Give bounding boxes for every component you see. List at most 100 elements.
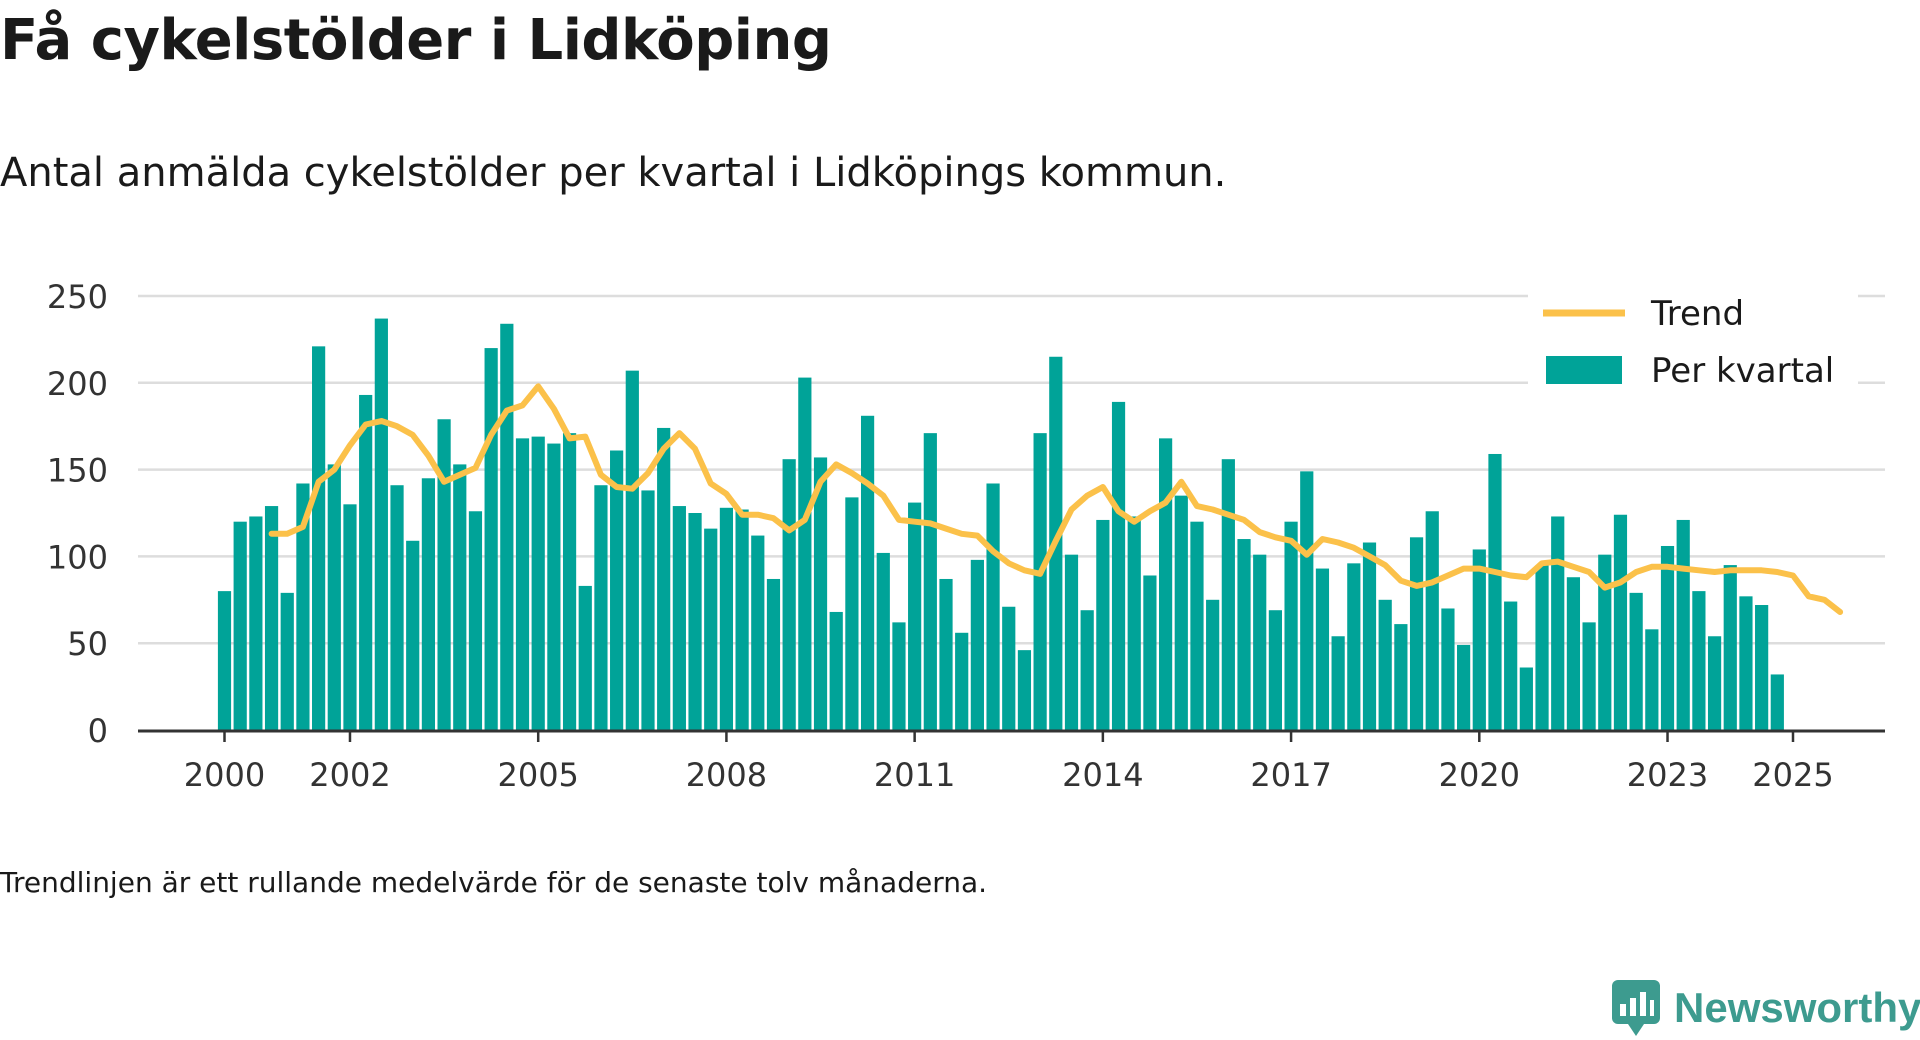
chart-subtitle: Antal anmälda cykelstölder per kvartal i… [0, 150, 1227, 196]
bar-series [217, 318, 1784, 730]
bar [343, 504, 357, 730]
bar [1441, 608, 1455, 730]
bar [1707, 636, 1722, 730]
bar [1347, 563, 1361, 730]
bar [1253, 554, 1267, 730]
bar [1582, 622, 1596, 730]
y-tick-label: 0 [88, 712, 108, 750]
bar [1457, 644, 1471, 730]
bar [1472, 549, 1486, 730]
x-tick-label: 2025 [1752, 756, 1833, 794]
bar [562, 433, 577, 730]
bar [1598, 554, 1612, 730]
bar [813, 457, 828, 730]
bar [1629, 592, 1643, 730]
bar [1613, 514, 1628, 730]
bar [939, 578, 953, 730]
bar [1378, 599, 1392, 730]
bar [657, 427, 671, 730]
bar [1409, 537, 1424, 730]
bar [892, 622, 906, 730]
bar [735, 509, 749, 730]
bar [860, 415, 875, 730]
footnote: Trendlinjen är ett rullande medelvärde f… [0, 866, 988, 899]
legend-label-trend: Trend [1650, 294, 1744, 334]
bar [704, 528, 718, 730]
bar [217, 591, 232, 730]
bar [390, 485, 404, 730]
chart-title: Få cykelstölder i Lidköping [0, 8, 832, 73]
bar [233, 521, 247, 730]
bar [688, 513, 702, 730]
bar [1096, 519, 1110, 730]
bar [264, 506, 279, 730]
chart-area: 0 50 100 150 200 250 2000 2002 2005 2008 2011 2014 2… [47, 278, 1885, 794]
bar [327, 464, 341, 730]
bar [970, 559, 984, 730]
x-tick-label: 2000 [184, 756, 265, 794]
bar [1111, 401, 1126, 730]
bar [1566, 577, 1581, 730]
bar [798, 377, 812, 730]
bar [249, 516, 263, 730]
y-tick-label: 50 [67, 625, 108, 663]
bar [1002, 606, 1016, 730]
bar [468, 511, 483, 730]
bar [1237, 539, 1251, 730]
bar [672, 506, 686, 730]
y-tick-label: 250 [47, 278, 108, 316]
axes: 0 50 100 150 200 250 2000 2002 2005 2008 2011 2014 2… [47, 278, 1885, 794]
bar [782, 459, 796, 730]
bar [280, 592, 294, 730]
bar [986, 483, 1000, 730]
bar [845, 497, 859, 730]
bar [1033, 433, 1047, 730]
bar [1535, 565, 1549, 730]
bar [515, 438, 530, 730]
bar [1660, 545, 1675, 730]
bar [1017, 650, 1032, 730]
bar [923, 433, 937, 730]
bar [1504, 601, 1518, 730]
legend-label-bars: Per kvartal [1651, 351, 1834, 391]
bar [641, 490, 655, 730]
bar [1284, 521, 1298, 730]
bar [1268, 610, 1282, 730]
bar [296, 483, 310, 730]
trend-series [268, 383, 1844, 615]
bar [1331, 636, 1345, 730]
bar [1519, 667, 1533, 730]
bar [1315, 568, 1330, 730]
x-tick-label: 2011 [874, 756, 955, 794]
bar [908, 502, 922, 730]
bar [547, 443, 561, 730]
x-tick-label: 2014 [1062, 756, 1143, 794]
bar [374, 318, 388, 730]
bar [1127, 516, 1141, 730]
bar [1190, 521, 1204, 730]
bar [453, 464, 467, 730]
bar [531, 436, 545, 730]
newsworthy-logo: Newsworthy [1612, 980, 1920, 1036]
bar [751, 535, 765, 730]
bar [876, 552, 890, 730]
bar [578, 585, 592, 730]
bar [359, 394, 373, 730]
bar [1425, 511, 1439, 730]
bar [1159, 438, 1173, 730]
bar [1300, 471, 1314, 730]
bar [1755, 605, 1769, 730]
bar [955, 632, 969, 730]
y-tick-label: 200 [47, 365, 108, 403]
bar [1488, 453, 1502, 730]
bar [1080, 610, 1094, 730]
bar [484, 348, 498, 730]
bar [1645, 629, 1659, 730]
bar [1143, 575, 1157, 730]
bar [1064, 554, 1079, 730]
legend-swatch-bars [1546, 356, 1622, 384]
bar [1739, 596, 1753, 730]
x-tick-label: 2023 [1627, 756, 1708, 794]
legend: Trend Per kvartal [1528, 292, 1858, 404]
y-tick-label: 150 [47, 452, 108, 490]
